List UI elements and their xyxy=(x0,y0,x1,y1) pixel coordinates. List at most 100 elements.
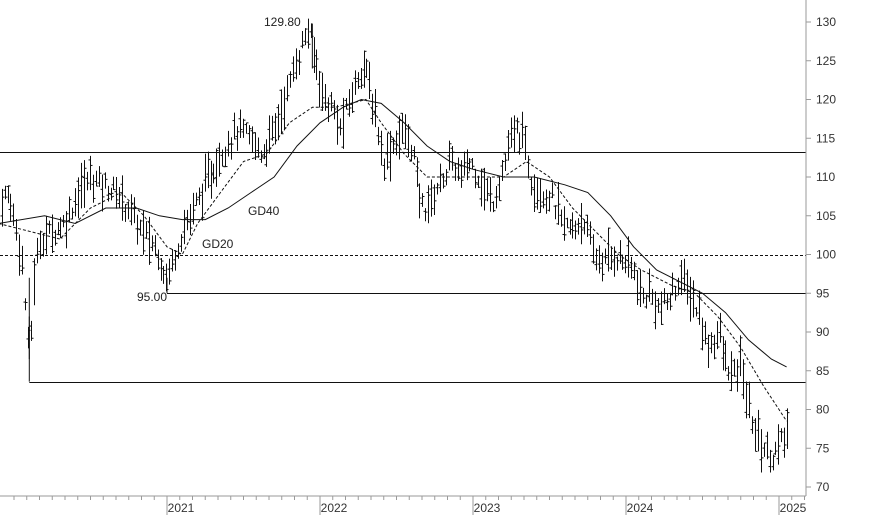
price-bar xyxy=(629,256,634,279)
price-bar xyxy=(38,230,43,260)
price-bar xyxy=(388,130,393,182)
price-bar xyxy=(26,326,31,349)
price-bar xyxy=(344,98,349,110)
price-bar xyxy=(256,137,261,158)
x-tick-label: 2023 xyxy=(474,501,501,515)
price-bar xyxy=(438,163,443,193)
price-bar xyxy=(444,169,449,186)
price-bar xyxy=(229,137,234,160)
price-bar xyxy=(726,366,731,381)
price-bar xyxy=(14,219,19,241)
price-bar xyxy=(103,172,108,189)
price-bar xyxy=(594,248,599,271)
price-bar xyxy=(353,70,358,95)
price-bar xyxy=(11,203,16,226)
price-bar xyxy=(482,167,487,211)
price-bar xyxy=(20,245,25,275)
price-bar xyxy=(223,146,228,168)
price-bar xyxy=(200,183,205,221)
price-bar xyxy=(53,229,58,246)
price-bar xyxy=(167,258,172,285)
price-bar xyxy=(744,381,749,419)
price-bar xyxy=(379,130,384,166)
price-bar xyxy=(306,18,311,49)
y-tick-label: 125 xyxy=(816,54,836,68)
price-bar xyxy=(706,334,711,369)
price-bar xyxy=(565,217,570,229)
price-bar xyxy=(364,58,369,78)
y-tick-label: 115 xyxy=(816,131,835,145)
y-tick-label: 95 xyxy=(816,286,830,300)
price-bar xyxy=(662,288,667,305)
price-bar xyxy=(253,132,258,161)
price-bar xyxy=(203,153,208,192)
price-bar xyxy=(591,234,596,264)
price-bar xyxy=(120,175,125,221)
price-bar xyxy=(111,176,116,191)
price-bar xyxy=(747,381,752,419)
price-bar xyxy=(300,31,305,49)
price-bar xyxy=(197,187,202,206)
price-bar xyxy=(600,252,605,282)
price-bar xyxy=(497,176,502,202)
price-bar xyxy=(623,255,628,274)
price-bar xyxy=(64,211,69,249)
price-bar xyxy=(385,133,390,170)
price-bar xyxy=(585,214,590,238)
horizontal-lines-group xyxy=(0,152,806,383)
price-bar xyxy=(656,298,661,313)
y-tick-label: 90 xyxy=(816,325,830,339)
annotation-high-label: 129.80 xyxy=(264,15,301,29)
price-bar xyxy=(459,160,464,188)
price-bar xyxy=(373,88,378,128)
price-bar xyxy=(517,132,522,155)
price-bar xyxy=(297,50,302,75)
price-bar xyxy=(723,340,728,372)
price-bar xyxy=(270,115,275,141)
price-bar xyxy=(626,236,631,278)
price-bar xyxy=(132,197,137,224)
price-bar xyxy=(568,219,573,235)
x-tick-label: 2022 xyxy=(321,501,348,515)
price-bar xyxy=(435,182,440,195)
price-bar xyxy=(323,84,328,111)
price-bar xyxy=(694,307,699,317)
price-bar xyxy=(432,184,437,216)
price-bar xyxy=(309,23,314,38)
price-bar xyxy=(447,140,452,171)
y-tick-label: 105 xyxy=(816,209,836,223)
price-bar xyxy=(576,218,581,235)
price-bar xyxy=(409,144,414,162)
price-bar xyxy=(570,212,575,239)
price-bar xyxy=(476,175,481,189)
price-bar xyxy=(211,163,216,184)
price-bar xyxy=(356,72,361,89)
price-bar xyxy=(329,91,334,112)
price-bar xyxy=(367,61,372,99)
price-bar xyxy=(509,117,514,148)
price-bar xyxy=(214,148,219,187)
price-bar xyxy=(123,204,128,222)
price-bar xyxy=(91,174,96,203)
price-bar xyxy=(423,208,428,222)
price-bar xyxy=(582,219,587,235)
price-bar xyxy=(138,219,143,236)
y-tick-label: 110 xyxy=(816,170,835,184)
price-bar xyxy=(529,177,534,196)
price-bar xyxy=(170,248,175,272)
y-tick-label: 130 xyxy=(816,15,836,29)
price-bar xyxy=(741,359,746,400)
price-bar xyxy=(465,149,470,181)
y-tick-label: 70 xyxy=(816,480,830,494)
price-bar xyxy=(520,111,525,149)
price-bar xyxy=(670,272,675,296)
price-bar xyxy=(276,104,281,141)
price-bar xyxy=(544,189,549,214)
y-tick-label: 120 xyxy=(816,93,836,107)
price-bar xyxy=(303,28,308,46)
price-bar xyxy=(376,126,381,146)
price-bar xyxy=(718,312,723,343)
gd40-label: GD40 xyxy=(248,204,280,218)
price-bar xyxy=(3,185,8,200)
